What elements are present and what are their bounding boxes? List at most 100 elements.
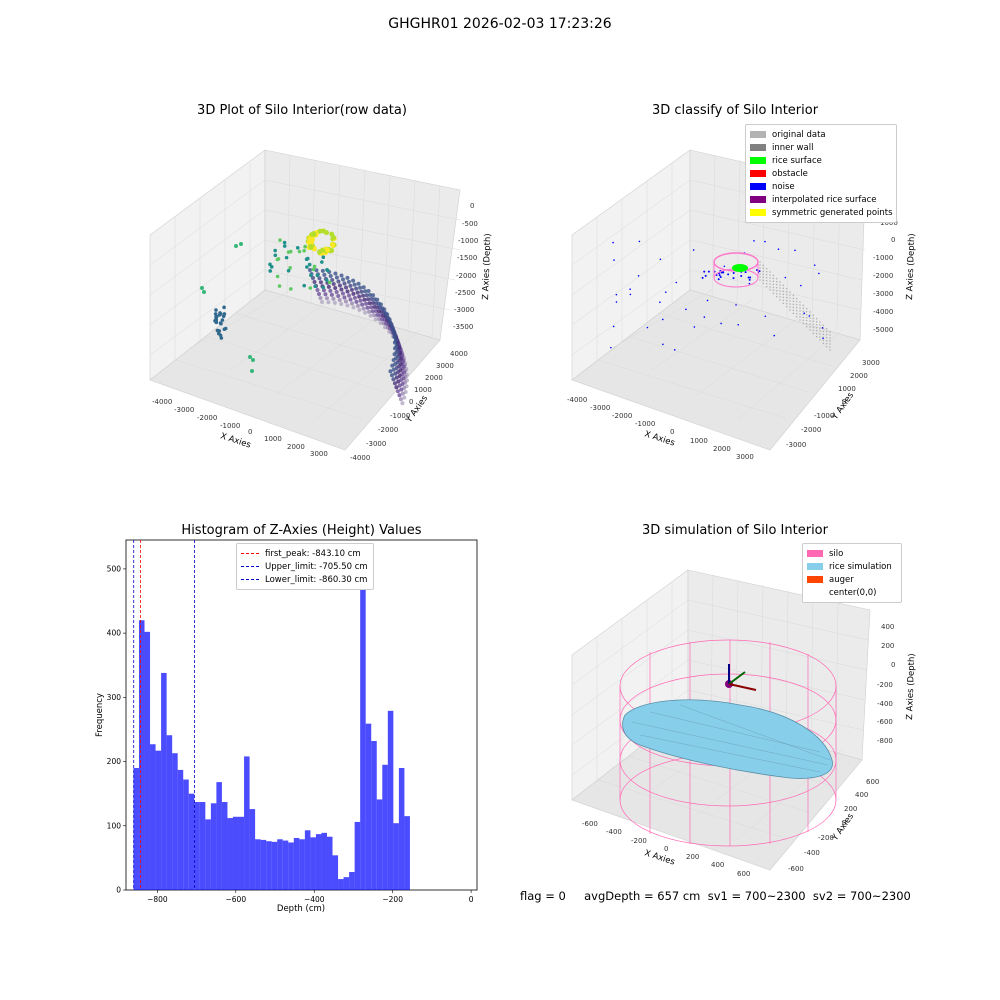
p4-ytick: -400 [804, 849, 820, 857]
data-point [748, 282, 751, 285]
data-point [815, 329, 818, 332]
data-point [361, 285, 366, 290]
data-point [762, 270, 765, 273]
data-point [345, 275, 350, 280]
data-point [306, 256, 310, 261]
data-point [400, 401, 405, 406]
data-point [334, 289, 339, 294]
data-point [321, 288, 326, 293]
histogram-bar [172, 753, 178, 890]
data-point [662, 318, 664, 321]
data-point [312, 264, 317, 269]
data-point [321, 285, 326, 290]
data-point [378, 302, 383, 307]
data-point [315, 288, 320, 292]
data-point [366, 297, 371, 302]
p1-ytick: -3000 [366, 440, 386, 448]
histogram-bar [194, 802, 200, 890]
histogram-xlabel: Depth (cm) [277, 904, 325, 914]
data-point [357, 307, 362, 312]
data-point [659, 301, 661, 304]
data-point [812, 320, 815, 323]
data-point [375, 313, 380, 318]
legend-item: center(0,0) [807, 586, 897, 599]
p2-ytick: -2000 [801, 426, 821, 434]
data-point [782, 284, 785, 287]
data-point [615, 293, 618, 296]
data-point [762, 276, 765, 279]
data-point [825, 327, 828, 330]
data-point [762, 282, 765, 285]
data-point [792, 294, 795, 297]
p2-xtick: -1000 [635, 420, 655, 428]
data-point [762, 267, 765, 270]
data-point [753, 240, 755, 242]
x-tick-label: −400 [304, 895, 325, 904]
histogram-bar [249, 809, 256, 890]
data-point [391, 367, 396, 372]
data-point [799, 319, 801, 321]
p4-xtick: 0 [664, 845, 668, 853]
data-point [782, 296, 785, 299]
data-point [392, 334, 397, 339]
data-point [815, 335, 818, 338]
data-point [829, 349, 831, 351]
data-point [318, 280, 323, 285]
p4-xlabel: X Axies [643, 848, 676, 867]
data-point [348, 297, 353, 302]
p1-xtick: 3000 [310, 450, 328, 458]
data-point [812, 329, 815, 332]
data-point [355, 303, 360, 308]
data-point [795, 303, 798, 306]
data-point [323, 292, 328, 297]
p4-ztick: -400 [877, 700, 893, 708]
p2-ztick: -4000 [873, 308, 893, 316]
data-point [785, 293, 788, 296]
data-point [805, 316, 808, 319]
data-point [369, 297, 374, 302]
data-point [273, 253, 278, 258]
histogram-bar [161, 672, 167, 890]
data-point [819, 333, 821, 335]
histogram-bar [271, 841, 278, 890]
data-point [343, 299, 348, 304]
legend-item: silo [807, 547, 897, 560]
data-point [775, 283, 778, 286]
data-point [775, 277, 778, 280]
data-point [795, 297, 798, 300]
legend-label: noise [772, 181, 795, 192]
data-point [391, 377, 396, 382]
legend-swatch [807, 589, 823, 596]
histogram-chart: −800 −600 −400 −200 0 0 100 200 300 400 500 Depth… [95, 539, 478, 914]
data-point [822, 330, 825, 333]
data-point [779, 284, 781, 286]
data-point [351, 278, 356, 283]
data-point [765, 285, 768, 288]
data-point [365, 305, 370, 310]
histogram-bar [326, 836, 333, 890]
data-point [330, 277, 335, 282]
data-point [350, 301, 355, 306]
histogram-bar [299, 839, 305, 890]
data-point [792, 297, 795, 300]
histogram-bar [144, 631, 151, 890]
p2-ytick: 3000 [862, 359, 880, 367]
data-point [388, 369, 393, 374]
data-point [354, 299, 359, 304]
data-point [772, 292, 775, 295]
p2-ytick: 2000 [850, 372, 868, 380]
data-point [391, 329, 396, 334]
data-point [295, 246, 300, 250]
data-point [701, 276, 704, 279]
data-point [703, 270, 706, 273]
data-point [302, 283, 307, 288]
data-point [385, 312, 390, 317]
data-point [305, 265, 309, 269]
data-point [357, 294, 362, 299]
data-point [389, 323, 394, 328]
data-point [318, 296, 323, 300]
legend-item: auger [807, 573, 897, 586]
data-point [815, 317, 818, 320]
data-point [329, 292, 334, 297]
data-point [218, 321, 223, 325]
